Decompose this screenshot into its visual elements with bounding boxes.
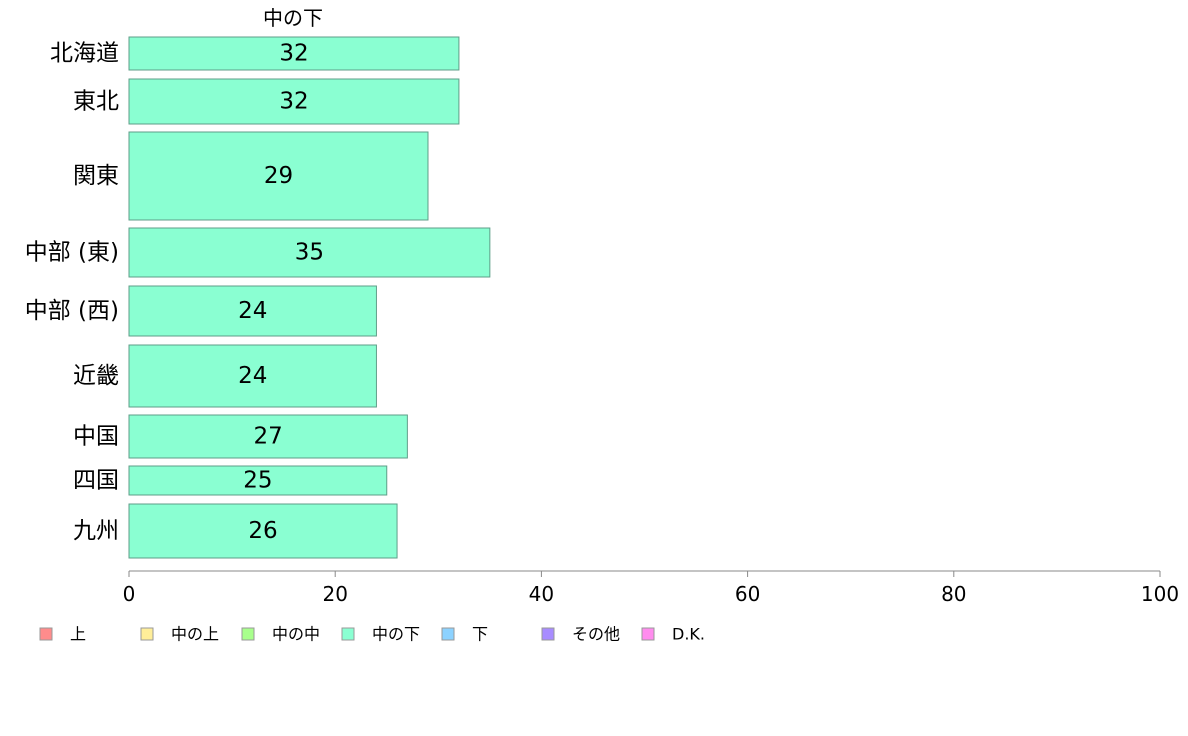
bar-value-label: 35 [295, 240, 324, 266]
legend-swatch [541, 627, 555, 641]
legend-label: 上 [70, 625, 86, 644]
legend-label: その他 [572, 625, 620, 644]
bar [128, 227, 491, 278]
legend-swatch [341, 627, 355, 641]
bars-group: 32 32 29 35 24 24 27 25 26 [128, 36, 491, 559]
x-axis: 0 20 40 60 80 100 [123, 570, 1179, 606]
legend-label: 中の下 [372, 625, 420, 644]
bar [128, 503, 398, 559]
legend-swatch [39, 627, 53, 641]
x-tick-label: 80 [941, 582, 966, 606]
category-label: 関東 [73, 163, 119, 189]
category-label: 北海道 [50, 41, 119, 67]
legend-label: 中の上 [171, 625, 219, 644]
bar-value-label: 25 [243, 468, 272, 494]
legend-label: 下 [472, 625, 488, 644]
bar [128, 131, 429, 221]
x-tick-label: 100 [1141, 582, 1179, 606]
x-tick-label: 60 [735, 582, 760, 606]
category-label: 中部 (東) [25, 240, 119, 266]
legend: 上 中の上 中の中 中の下 下 その他 D.K. [39, 625, 705, 644]
series-title: 中の下 [263, 6, 323, 30]
legend-swatch [140, 627, 154, 641]
bar [128, 78, 460, 125]
bar-value-label: 24 [238, 298, 267, 324]
category-label: 東北 [73, 89, 119, 115]
bar [128, 414, 408, 459]
bar-value-label: 32 [279, 89, 308, 115]
x-tick-label: 40 [529, 582, 554, 606]
category-label: 四国 [73, 468, 119, 494]
bar [128, 344, 377, 408]
bar-value-label: 29 [264, 163, 293, 189]
category-label: 九州 [73, 518, 119, 544]
category-label: 中部 (西) [25, 298, 119, 324]
legend-label: D.K. [672, 625, 705, 644]
bar-value-label: 24 [238, 363, 267, 389]
category-label: 中国 [73, 424, 119, 450]
bar-value-label: 32 [279, 41, 308, 67]
x-tick-label: 20 [322, 582, 347, 606]
bar [128, 465, 388, 496]
category-label: 近畿 [73, 363, 119, 389]
x-tick-label: 0 [123, 582, 136, 606]
legend-swatch [641, 627, 655, 641]
bar [128, 36, 460, 71]
bar-value-label: 26 [248, 518, 277, 544]
legend-swatch [241, 627, 255, 641]
legend-label: 中の中 [272, 625, 320, 644]
bar [128, 285, 377, 337]
bar-value-label: 27 [254, 424, 283, 450]
legend-swatch [441, 627, 455, 641]
